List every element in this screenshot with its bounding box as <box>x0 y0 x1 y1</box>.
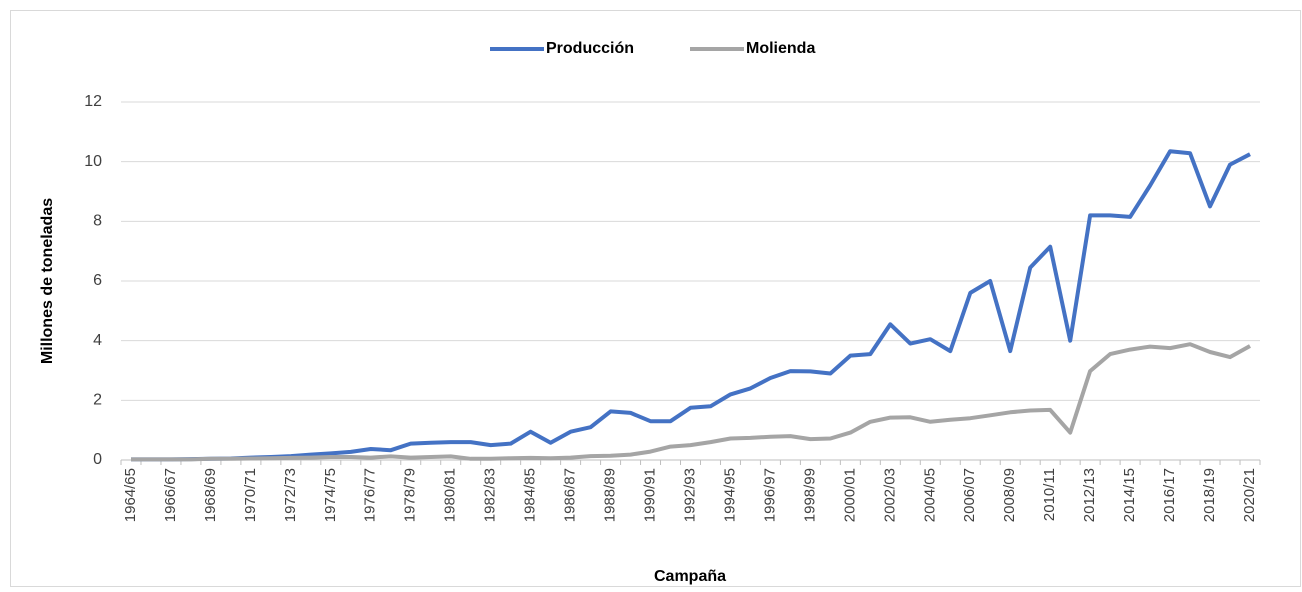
x-tick-label: 1990/91 <box>642 468 659 522</box>
y-tick-label: 8 <box>93 213 102 230</box>
chart-border <box>10 10 1301 587</box>
x-axis-title: Campaña <box>654 568 726 585</box>
y-tick-label: 10 <box>84 153 102 170</box>
y-tick-label: 0 <box>93 451 102 468</box>
x-tick-label: 2020/21 <box>1241 468 1258 522</box>
x-tick-label: 1988/89 <box>602 468 619 522</box>
x-tick-label: 2008/09 <box>1001 468 1018 522</box>
series-line <box>131 342 1251 462</box>
x-tick-label: 2002/03 <box>881 468 898 522</box>
x-tick-label: 1974/75 <box>322 468 339 522</box>
x-tick-label: 1976/77 <box>362 468 379 522</box>
y-axis-title: Millones de toneladas <box>39 198 56 364</box>
legend-label: Molienda <box>746 40 815 57</box>
x-tick-label: 2014/15 <box>1121 468 1138 522</box>
x-tick-label: 1994/95 <box>721 468 738 522</box>
y-tick-label: 4 <box>93 332 102 349</box>
x-tick-label: 1980/81 <box>442 468 459 522</box>
legend-label: Producción <box>546 40 634 57</box>
y-tick-label: 2 <box>93 392 102 409</box>
x-tick-label: 1972/73 <box>282 468 299 522</box>
x-tick-label: 1996/97 <box>761 468 778 522</box>
x-tick-label: 1984/85 <box>522 468 539 522</box>
x-tick-label: 2010/11 <box>1041 468 1058 521</box>
y-tick-label: 6 <box>93 272 102 289</box>
x-tick-label: 1986/87 <box>562 468 579 522</box>
x-tick-label: 2000/01 <box>841 468 858 522</box>
x-tick-label: 1978/79 <box>402 468 419 522</box>
x-tick-label: 2006/07 <box>961 468 978 522</box>
series-line <box>131 149 1251 462</box>
x-tick-label: 2018/19 <box>1201 468 1218 522</box>
x-tick-label: 1998/99 <box>801 468 818 522</box>
x-tick-label: 1992/93 <box>681 468 698 522</box>
x-tick-label: 2012/13 <box>1081 468 1098 522</box>
x-tick-label: 2016/17 <box>1161 468 1178 522</box>
y-tick-label: 12 <box>84 93 102 110</box>
x-tick-label: 1982/83 <box>482 468 499 522</box>
x-tick-label: 1968/69 <box>202 468 219 522</box>
x-tick-label: 1966/67 <box>162 468 179 522</box>
x-tick-label: 2004/05 <box>921 468 938 522</box>
x-tick-label: 1964/65 <box>122 468 139 522</box>
x-tick-label: 1970/71 <box>242 468 259 522</box>
